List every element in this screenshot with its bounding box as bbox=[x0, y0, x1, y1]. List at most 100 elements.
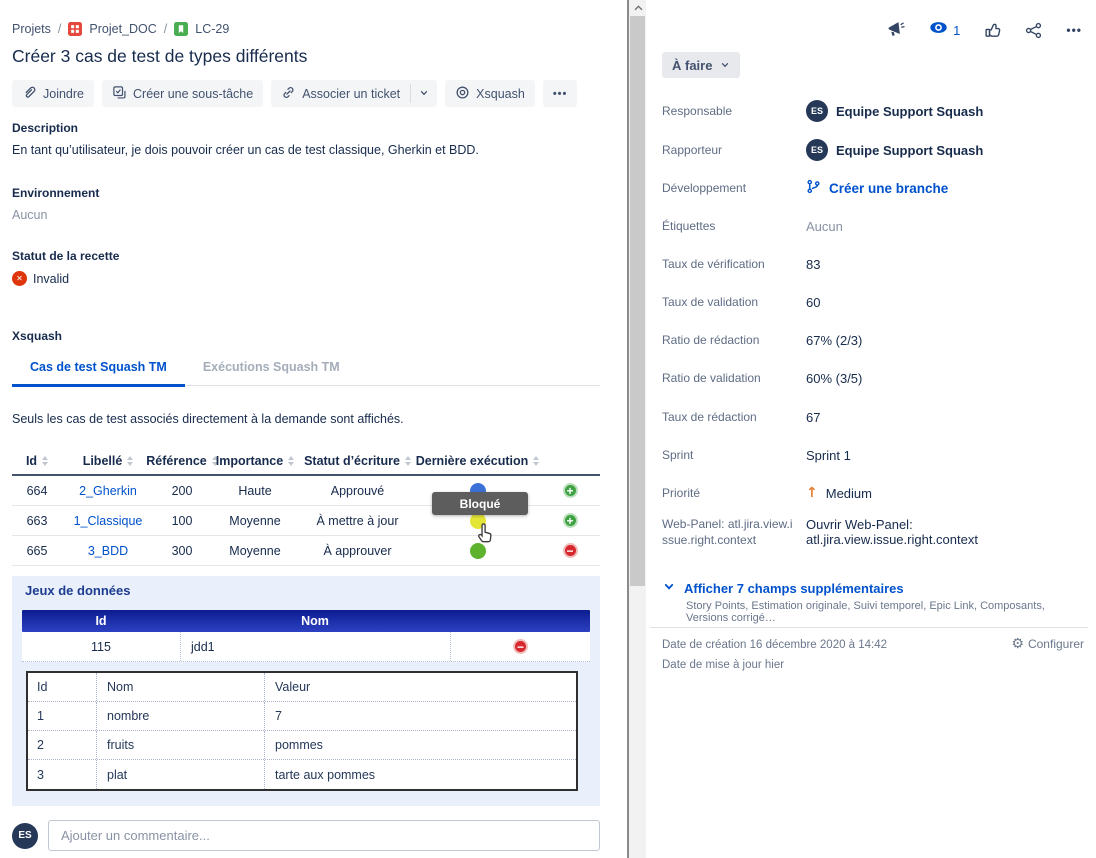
tab-executions[interactable]: Exécutions Squash TM bbox=[202, 360, 340, 374]
dataset-name: jdd1 bbox=[180, 632, 450, 661]
breadcrumb-projects-link[interactable]: Projets bbox=[12, 22, 51, 36]
chevron-down-icon bbox=[419, 87, 429, 101]
breadcrumb-separator: / bbox=[163, 22, 168, 36]
create-subtask-button[interactable]: Créer une sous-tâche bbox=[102, 80, 264, 107]
cell-id: 664 bbox=[26, 483, 48, 498]
attach-button[interactable]: Joindre bbox=[12, 80, 94, 107]
execution-status-dot[interactable] bbox=[469, 512, 486, 529]
field-taux-verification: Taux de vérification 83 bbox=[662, 256, 821, 272]
params-row: 1 nombre 7 bbox=[28, 702, 576, 731]
breadcrumb-separator: / bbox=[57, 22, 62, 36]
cell-reference: 100 bbox=[171, 513, 193, 528]
eye-icon bbox=[929, 20, 948, 40]
priority-value[interactable]: Medium bbox=[825, 485, 872, 501]
link-issue-button[interactable]: Associer un ticket bbox=[271, 80, 410, 107]
scrollbar-thumb[interactable] bbox=[630, 16, 645, 586]
issue-side-panel: 1 ••• À faire Responsable ES Equipe Supp… bbox=[646, 0, 1096, 858]
sort-icon bbox=[211, 456, 218, 466]
column-header-libelle[interactable]: Libellé bbox=[62, 454, 154, 468]
cell-reference: 300 bbox=[171, 543, 193, 558]
execution-status-dot[interactable] bbox=[469, 542, 486, 559]
webpanel-value[interactable]: Ouvrir Web-Panel: atl.jira.view.issue.ri… bbox=[806, 517, 978, 547]
testcase-link[interactable]: 2_Gherkin bbox=[79, 483, 137, 498]
environment-value[interactable]: Aucun bbox=[12, 208, 48, 222]
link-icon bbox=[281, 85, 296, 103]
dataset-row: 115 jdd1 − bbox=[22, 632, 590, 662]
ratio-validation-value[interactable]: 60% (3/5) bbox=[806, 370, 863, 386]
cell-importance: Haute bbox=[238, 483, 272, 498]
field-ratio-redaction: Ratio de rédaction 67% (2/3) bbox=[662, 332, 863, 348]
sort-icon bbox=[127, 456, 134, 466]
paperclip-icon bbox=[22, 85, 37, 103]
watchers-control[interactable]: 1 bbox=[929, 20, 960, 40]
show-more-fields-link[interactable]: Afficher 7 champs supplémentaires bbox=[662, 580, 1086, 596]
status-dropdown-button[interactable]: À faire bbox=[662, 52, 741, 78]
table-row: 664 2_Gherkin 200 Haute Approuvé + bbox=[12, 476, 600, 506]
breadcrumb-project-link[interactable]: Projet_DOC bbox=[89, 22, 157, 36]
remove-testcase-button[interactable]: − bbox=[562, 543, 578, 558]
table-row: 665 3_BDD 300 Moyenne À approuver − bbox=[12, 536, 600, 566]
button-divider bbox=[410, 84, 412, 103]
ratio-redaction-value[interactable]: 67% (2/3) bbox=[806, 332, 863, 348]
recette-status-label: Statut de la recette bbox=[12, 249, 120, 263]
testcase-link[interactable]: 3_BDD bbox=[87, 543, 129, 558]
assignee-value[interactable]: Equipe Support Squash bbox=[836, 103, 984, 119]
reporter-value[interactable]: Equipe Support Squash bbox=[836, 142, 984, 158]
description-label: Description bbox=[12, 121, 79, 135]
share-icon[interactable] bbox=[1025, 22, 1042, 39]
taux-validation-value[interactable]: 60 bbox=[806, 294, 821, 310]
toolbar-more-button[interactable]: ••• bbox=[542, 80, 578, 107]
issue-toolbar: Joindre Créer une sous-tâche Associer un… bbox=[12, 80, 578, 107]
datasets-section: Jeux de données Id Nom 115 jdd1 − Id Nom… bbox=[12, 576, 600, 806]
sort-icon bbox=[42, 456, 49, 466]
vertical-scrollbar[interactable] bbox=[627, 0, 646, 858]
field-etiquettes: Étiquettes Aucun bbox=[662, 218, 843, 234]
recette-status-value[interactable]: ✕ Invalid bbox=[12, 271, 69, 286]
page-title: Créer 3 cas de test de types différents bbox=[12, 46, 308, 66]
xsquash-button[interactable]: Xsquash bbox=[445, 80, 535, 107]
datasets-title: Jeux de données bbox=[25, 583, 131, 598]
more-fields: Afficher 7 champs supplémentaires Story … bbox=[662, 580, 1086, 624]
column-header-derniere-execution[interactable]: Dernière exécution bbox=[415, 454, 540, 468]
divider bbox=[650, 627, 1088, 628]
field-rapporteur: Rapporteur ES Equipe Support Squash bbox=[662, 138, 1086, 162]
feedback-megaphone-icon[interactable] bbox=[886, 21, 905, 39]
datasets-header-nom: Nom bbox=[301, 614, 329, 628]
cell-reference: 200 bbox=[171, 483, 193, 498]
testcases-note: Seuls les cas de test associés directeme… bbox=[12, 412, 404, 426]
vote-thumbs-up-icon[interactable] bbox=[984, 22, 1001, 39]
tab-cas-de-test[interactable]: Cas de test Squash TM bbox=[12, 352, 185, 387]
remove-dataset-button[interactable]: − bbox=[513, 639, 528, 654]
column-header-reference[interactable]: Référence bbox=[146, 454, 218, 468]
sprint-value[interactable]: Sprint 1 bbox=[806, 447, 851, 463]
link-issue-dropdown-button[interactable] bbox=[411, 80, 437, 107]
create-branch-link[interactable]: Créer une branche bbox=[829, 180, 949, 196]
scrollbar-up-arrow[interactable] bbox=[631, 2, 645, 14]
configure-control[interactable]: ⚙ Configurer bbox=[1011, 636, 1084, 652]
params-row: 2 fruits pommes bbox=[28, 731, 576, 760]
issue-main-panel: Projets / Projet_DOC / LC-29 Créer 3 cas… bbox=[12, 22, 600, 851]
column-header-importance[interactable]: Importance bbox=[210, 454, 300, 468]
column-header-id[interactable]: Id bbox=[12, 454, 62, 468]
target-icon bbox=[455, 85, 470, 103]
add-testcase-button[interactable]: + bbox=[562, 513, 578, 528]
testcase-link[interactable]: 1_Classique bbox=[73, 513, 143, 528]
field-taux-redaction: Taux de rédaction 67 bbox=[662, 409, 821, 425]
cell-importance: Moyenne bbox=[229, 513, 281, 528]
cell-statut: Approuvé bbox=[330, 483, 385, 498]
labels-value[interactable]: Aucun bbox=[806, 218, 843, 234]
taux-redaction-value[interactable]: 67 bbox=[806, 409, 821, 425]
breadcrumb-issue-link[interactable]: LC-29 bbox=[195, 22, 230, 36]
avatar: ES bbox=[806, 100, 828, 122]
taux-verification-value[interactable]: 83 bbox=[806, 256, 821, 272]
add-testcase-button[interactable]: + bbox=[562, 483, 578, 498]
table-row: 663 1_Classique 100 Moyenne À mettre à j… bbox=[12, 506, 600, 536]
sort-icon bbox=[288, 456, 295, 466]
description-text[interactable]: En tant qu’utilisateur, je dois pouvoir … bbox=[12, 143, 479, 157]
column-header-statut[interactable]: Statut d’écriture bbox=[300, 454, 415, 468]
comment-input[interactable] bbox=[48, 820, 600, 851]
table-header-row: Id Libellé Référence Importance Statut d… bbox=[12, 448, 600, 476]
cursor-pointer bbox=[474, 522, 497, 552]
cell-statut: À mettre à jour bbox=[316, 513, 399, 528]
issue-more-button[interactable]: ••• bbox=[1066, 23, 1082, 37]
